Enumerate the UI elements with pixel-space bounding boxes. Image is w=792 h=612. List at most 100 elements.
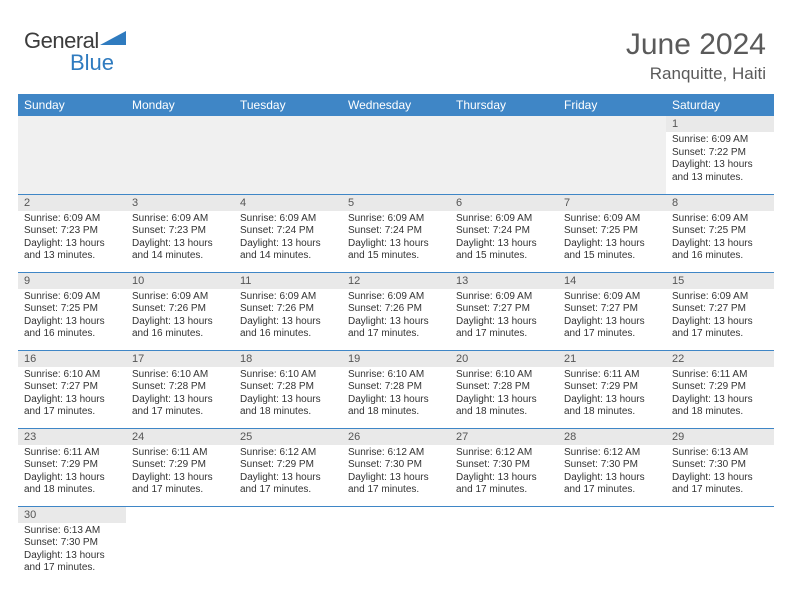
day-number: 8 <box>666 195 774 211</box>
empty-cell <box>234 506 342 584</box>
day-number: 11 <box>234 273 342 289</box>
day-number: 17 <box>126 351 234 367</box>
day-number: 28 <box>558 429 666 445</box>
day-number: 19 <box>342 351 450 367</box>
day-cell: 9Sunrise: 6:09 AMSunset: 7:25 PMDaylight… <box>18 272 126 350</box>
day-cell: 25Sunrise: 6:12 AMSunset: 7:29 PMDayligh… <box>234 428 342 506</box>
weekday-header: Sunday <box>18 94 126 116</box>
day-cell: 17Sunrise: 6:10 AMSunset: 7:28 PMDayligh… <box>126 350 234 428</box>
day-cell: 12Sunrise: 6:09 AMSunset: 7:26 PMDayligh… <box>342 272 450 350</box>
day-text: Sunrise: 6:12 AMSunset: 7:30 PMDaylight:… <box>342 445 450 499</box>
day-text: Sunrise: 6:10 AMSunset: 7:28 PMDaylight:… <box>450 367 558 421</box>
day-number: 6 <box>450 195 558 211</box>
day-number: 4 <box>234 195 342 211</box>
day-number: 13 <box>450 273 558 289</box>
day-cell: 23Sunrise: 6:11 AMSunset: 7:29 PMDayligh… <box>18 428 126 506</box>
day-text: Sunrise: 6:11 AMSunset: 7:29 PMDaylight:… <box>666 367 774 421</box>
day-cell: 22Sunrise: 6:11 AMSunset: 7:29 PMDayligh… <box>666 350 774 428</box>
day-text: Sunrise: 6:09 AM Sunset: 7:22 PM Dayligh… <box>666 132 774 186</box>
day-number: 5 <box>342 195 450 211</box>
weekday-header: Wednesday <box>342 94 450 116</box>
day-number: 2 <box>18 195 126 211</box>
day-cell: 24Sunrise: 6:11 AMSunset: 7:29 PMDayligh… <box>126 428 234 506</box>
day-cell: 5Sunrise: 6:09 AMSunset: 7:24 PMDaylight… <box>342 194 450 272</box>
logo-text-blue: Blue <box>70 50 114 76</box>
title-block: June 2024 Ranquitte, Haiti <box>626 28 774 84</box>
day-cell: 3Sunrise: 6:09 AMSunset: 7:23 PMDaylight… <box>126 194 234 272</box>
day-text: Sunrise: 6:09 AMSunset: 7:23 PMDaylight:… <box>18 211 126 265</box>
day-number: 9 <box>18 273 126 289</box>
day-text: Sunrise: 6:09 AMSunset: 7:24 PMDaylight:… <box>342 211 450 265</box>
calendar-row: 23Sunrise: 6:11 AMSunset: 7:29 PMDayligh… <box>18 428 774 506</box>
empty-cell <box>558 506 666 584</box>
day-cell: 6Sunrise: 6:09 AMSunset: 7:24 PMDaylight… <box>450 194 558 272</box>
day-text: Sunrise: 6:10 AMSunset: 7:28 PMDaylight:… <box>342 367 450 421</box>
day-cell: 2Sunrise: 6:09 AMSunset: 7:23 PMDaylight… <box>18 194 126 272</box>
day-cell: 21Sunrise: 6:11 AMSunset: 7:29 PMDayligh… <box>558 350 666 428</box>
day-cell: 19Sunrise: 6:10 AMSunset: 7:28 PMDayligh… <box>342 350 450 428</box>
day-text: Sunrise: 6:12 AMSunset: 7:29 PMDaylight:… <box>234 445 342 499</box>
empty-cell <box>18 116 666 194</box>
daylight-line1: Daylight: 13 hours <box>672 159 768 172</box>
day-number: 26 <box>342 429 450 445</box>
day-cell: 20Sunrise: 6:10 AMSunset: 7:28 PMDayligh… <box>450 350 558 428</box>
day-text: Sunrise: 6:09 AMSunset: 7:25 PMDaylight:… <box>558 211 666 265</box>
day-number: 21 <box>558 351 666 367</box>
calendar-row: 16Sunrise: 6:10 AMSunset: 7:27 PMDayligh… <box>18 350 774 428</box>
day-text: Sunrise: 6:12 AMSunset: 7:30 PMDaylight:… <box>450 445 558 499</box>
day-text: Sunrise: 6:09 AMSunset: 7:24 PMDaylight:… <box>234 211 342 265</box>
empty-cell <box>666 506 774 584</box>
day-number: 22 <box>666 351 774 367</box>
day-text: Sunrise: 6:09 AMSunset: 7:24 PMDaylight:… <box>450 211 558 265</box>
day-number: 27 <box>450 429 558 445</box>
day-number: 20 <box>450 351 558 367</box>
day-number: 3 <box>126 195 234 211</box>
day-cell: 8Sunrise: 6:09 AMSunset: 7:25 PMDaylight… <box>666 194 774 272</box>
logo-triangle-icon <box>100 31 126 52</box>
day-number: 25 <box>234 429 342 445</box>
day-text: Sunrise: 6:09 AMSunset: 7:27 PMDaylight:… <box>450 289 558 343</box>
sunrise: Sunrise: 6:09 AM <box>672 134 768 147</box>
weekday-header: Monday <box>126 94 234 116</box>
calendar-row: 9Sunrise: 6:09 AMSunset: 7:25 PMDaylight… <box>18 272 774 350</box>
day-cell: 29Sunrise: 6:13 AMSunset: 7:30 PMDayligh… <box>666 428 774 506</box>
day-text: Sunrise: 6:09 AMSunset: 7:25 PMDaylight:… <box>18 289 126 343</box>
day-cell: 26Sunrise: 6:12 AMSunset: 7:30 PMDayligh… <box>342 428 450 506</box>
header: General June 2024 Ranquitte, Haiti <box>18 28 774 84</box>
day-text: Sunrise: 6:11 AMSunset: 7:29 PMDaylight:… <box>558 367 666 421</box>
day-text: Sunrise: 6:13 AMSunset: 7:30 PMDaylight:… <box>666 445 774 499</box>
day-text: Sunrise: 6:13 AMSunset: 7:30 PMDaylight:… <box>18 523 126 577</box>
weekday-header-row: Sunday Monday Tuesday Wednesday Thursday… <box>18 94 774 116</box>
empty-cell <box>126 506 234 584</box>
day-cell: 14Sunrise: 6:09 AMSunset: 7:27 PMDayligh… <box>558 272 666 350</box>
empty-cell <box>342 506 450 584</box>
day-text: Sunrise: 6:09 AMSunset: 7:27 PMDaylight:… <box>558 289 666 343</box>
month-title: June 2024 <box>626 28 766 62</box>
day-text: Sunrise: 6:09 AMSunset: 7:26 PMDaylight:… <box>126 289 234 343</box>
day-cell: 28Sunrise: 6:12 AMSunset: 7:30 PMDayligh… <box>558 428 666 506</box>
day-cell: 13Sunrise: 6:09 AMSunset: 7:27 PMDayligh… <box>450 272 558 350</box>
calendar-row: 2Sunrise: 6:09 AMSunset: 7:23 PMDaylight… <box>18 194 774 272</box>
calendar-row: 1 Sunrise: 6:09 AM Sunset: 7:22 PM Dayli… <box>18 116 774 194</box>
day-text: Sunrise: 6:10 AMSunset: 7:28 PMDaylight:… <box>126 367 234 421</box>
day-cell: 7Sunrise: 6:09 AMSunset: 7:25 PMDaylight… <box>558 194 666 272</box>
weekday-header: Tuesday <box>234 94 342 116</box>
day-number: 7 <box>558 195 666 211</box>
day-number: 1 <box>666 116 774 132</box>
day-cell: 16Sunrise: 6:10 AMSunset: 7:27 PMDayligh… <box>18 350 126 428</box>
weekday-header: Thursday <box>450 94 558 116</box>
weekday-header: Saturday <box>666 94 774 116</box>
day-cell: 4Sunrise: 6:09 AMSunset: 7:24 PMDaylight… <box>234 194 342 272</box>
day-text: Sunrise: 6:09 AMSunset: 7:26 PMDaylight:… <box>342 289 450 343</box>
calendar-body: 1 Sunrise: 6:09 AM Sunset: 7:22 PM Dayli… <box>18 116 774 584</box>
day-text: Sunrise: 6:11 AMSunset: 7:29 PMDaylight:… <box>126 445 234 499</box>
calendar-row: 30Sunrise: 6:13 AMSunset: 7:30 PMDayligh… <box>18 506 774 584</box>
day-cell: 11Sunrise: 6:09 AMSunset: 7:26 PMDayligh… <box>234 272 342 350</box>
day-text: Sunrise: 6:10 AMSunset: 7:27 PMDaylight:… <box>18 367 126 421</box>
day-cell: 15Sunrise: 6:09 AMSunset: 7:27 PMDayligh… <box>666 272 774 350</box>
day-text: Sunrise: 6:09 AMSunset: 7:26 PMDaylight:… <box>234 289 342 343</box>
weekday-header: Friday <box>558 94 666 116</box>
day-number: 29 <box>666 429 774 445</box>
empty-cell <box>450 506 558 584</box>
day-number: 24 <box>126 429 234 445</box>
